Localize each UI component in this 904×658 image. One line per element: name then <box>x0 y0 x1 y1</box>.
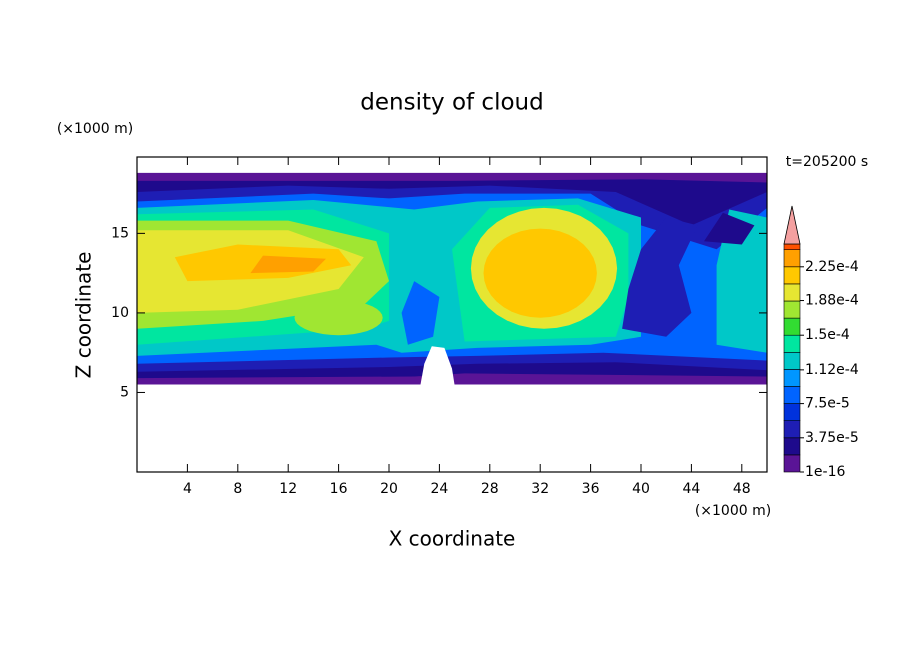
contour-field <box>137 172 767 385</box>
contour-region <box>622 217 698 337</box>
colorbar-box <box>783 420 801 439</box>
x-tick-label: 36 <box>582 481 600 497</box>
colorbar-tick-label: 2.25e-4 <box>805 259 859 275</box>
colorbar-tick-label: 1.88e-4 <box>805 293 859 309</box>
chart-title: density of cloud <box>360 90 543 116</box>
contour-region <box>294 300 383 336</box>
colorbar-box <box>783 437 801 456</box>
x-tick-label: 4 <box>183 481 192 497</box>
colorbar-box <box>783 386 801 404</box>
y-tick-label: 15 <box>111 225 129 241</box>
colorbar-box <box>783 266 801 285</box>
x-tick-label: 28 <box>481 481 499 497</box>
empty-region <box>420 346 455 385</box>
time-annotation: t=205200 s <box>786 154 868 170</box>
x-tick-label: 48 <box>733 481 751 497</box>
y-axis-title: Z coordinate <box>72 252 96 379</box>
y-tick-label: 5 <box>120 384 129 400</box>
plot-frame <box>136 156 768 473</box>
colorbar-box <box>783 403 801 422</box>
colorbar-tick-label: 1e-16 <box>805 464 845 480</box>
colorbar-box <box>783 283 801 302</box>
colorbar-extension <box>783 205 801 245</box>
colorbar-box <box>783 369 801 387</box>
x-tick-label: 16 <box>330 481 348 497</box>
x-tick-label: 20 <box>380 481 398 497</box>
x-tick-label: 44 <box>682 481 700 497</box>
x-tick-label: 32 <box>531 481 549 497</box>
colorbar-box <box>783 300 801 319</box>
contour-region <box>401 281 440 345</box>
colorbar-box <box>783 334 801 353</box>
y-tick-label: 10 <box>111 305 129 321</box>
x-tick-label: 40 <box>632 481 650 497</box>
contour-region <box>483 228 597 318</box>
colorbar-box <box>783 454 801 473</box>
colorbar-tick-label: 1.12e-4 <box>805 362 859 378</box>
colorbar-tick-label: 3.75e-5 <box>805 430 859 446</box>
colorbar-box <box>783 351 801 370</box>
colorbar-tick-label: 7.5e-5 <box>805 396 850 412</box>
colorbar-box <box>783 243 801 250</box>
colorbar-tick-label: 1.5e-4 <box>805 327 850 343</box>
x-axis-title: X coordinate <box>389 527 516 551</box>
x-unit: (×1000 m) <box>695 503 771 519</box>
contour-region <box>716 209 767 353</box>
colorbar-box <box>783 317 801 336</box>
y-unit: (×1000 m) <box>57 121 133 137</box>
x-tick-label: 24 <box>430 481 448 497</box>
contour-region <box>250 255 326 274</box>
x-tick-label: 8 <box>233 481 242 497</box>
colorbar-box <box>783 249 801 268</box>
x-tick-label: 12 <box>279 481 297 497</box>
contour-region <box>704 212 755 245</box>
